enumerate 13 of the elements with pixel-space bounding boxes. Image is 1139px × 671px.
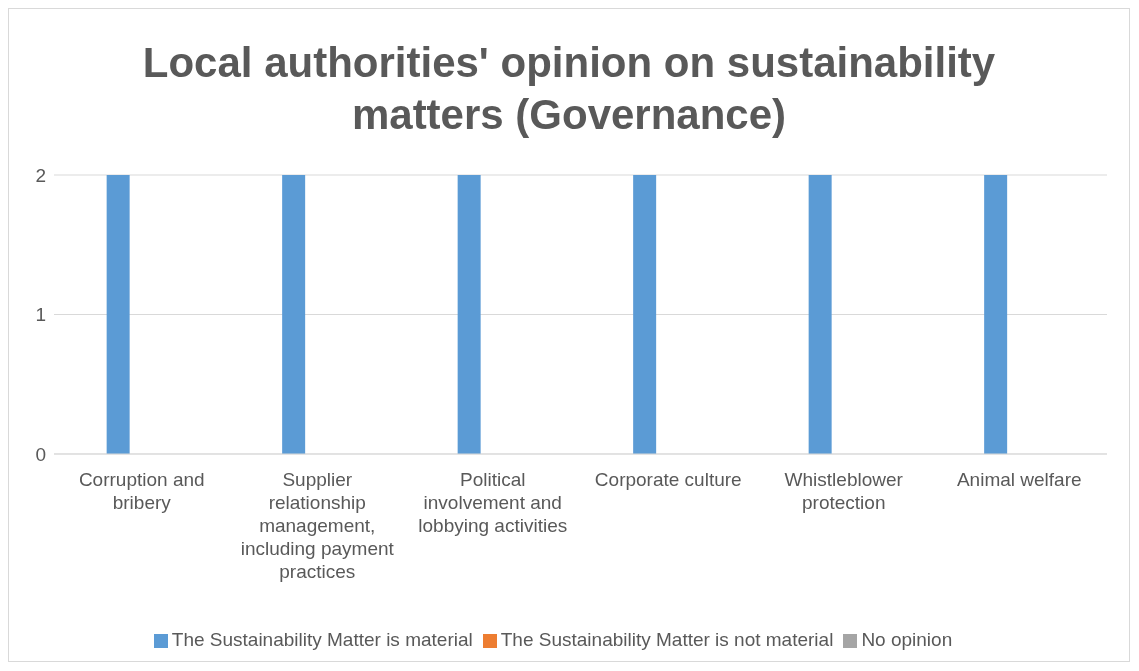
y-tick-label: 0 [35,443,46,465]
x-tick-label: Animal welfare [956,469,1082,490]
legend-label: No opinion [861,629,953,650]
x-tick-label: Whistleblower protection [784,469,904,513]
legend-label: The Sustainability Matter is not material [500,629,834,650]
x-tick-label: Corruption and bribery [78,469,205,513]
x-tick-label: Political involvement and lobbying activities [418,469,568,536]
chart-title: Local authorities' opinion on sustainability matters (Governance) [141,38,997,139]
y-tick-label: 2 [35,164,46,186]
legend-label: The Sustainability Matter is material [171,629,473,650]
x-tick-label: Corporate culture [594,469,742,490]
x-tick-label: Supplier relationship management, including payment practices [240,469,395,582]
y-tick-label: 1 [35,304,46,326]
